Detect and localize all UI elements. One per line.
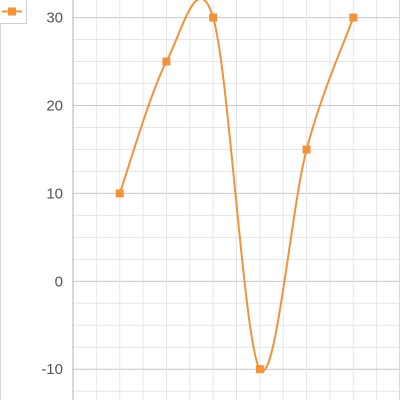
data-point-marker[interactable]: [115, 189, 124, 198]
legend[interactable]: [0, 0, 27, 24]
data-point-marker[interactable]: [302, 145, 311, 154]
y-tick-label: -10: [41, 361, 63, 378]
legend-square-swatch: [8, 7, 16, 16]
legend-marker: [2, 7, 22, 16]
data-point-marker[interactable]: [255, 365, 264, 374]
y-axis-tick-labels: 30 20 10 0 -10: [41, 10, 63, 379]
y-tick-label: 30: [46, 10, 63, 27]
series-group: [115, 0, 358, 374]
y-tick-label: 10: [46, 185, 63, 202]
y-tick-label: 20: [46, 97, 63, 114]
major-gridlines: [73, 0, 400, 400]
y-tick-label: 0: [55, 273, 63, 290]
data-point-marker[interactable]: [209, 13, 218, 22]
data-point-marker[interactable]: [162, 57, 171, 66]
data-point-marker[interactable]: [349, 13, 358, 22]
